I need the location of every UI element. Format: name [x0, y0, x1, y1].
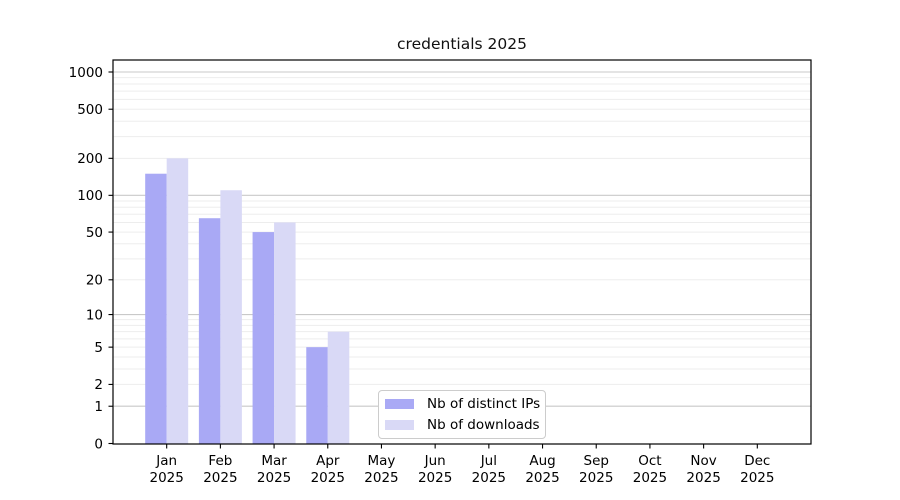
y-tick-label: 1000 — [69, 65, 103, 81]
bar-nb-of-downloads-apr — [327, 331, 350, 444]
bar-nb-of-downloads-mar — [274, 222, 296, 444]
x-tick-label-month: Oct — [638, 453, 661, 469]
x-tick-label-month: Sep — [584, 453, 609, 469]
y-tick-label: 10 — [86, 307, 103, 323]
x-tick-label-year: 2025 — [525, 470, 559, 486]
bar-nb-of-downloads-feb — [220, 190, 242, 444]
y-tick-label: 1 — [94, 399, 103, 415]
x-tick-label-year: 2025 — [150, 470, 184, 486]
y-tick-label: 5 — [94, 340, 103, 356]
y-tick-label: 100 — [77, 188, 103, 204]
x-tick-label-year: 2025 — [364, 470, 398, 486]
x-tick-label-year: 2025 — [740, 470, 774, 486]
bar-nb-of-distinct-ips-apr — [306, 347, 328, 444]
y-tick-label: 500 — [77, 102, 103, 118]
bar-nb-of-distinct-ips-feb — [198, 218, 221, 444]
legend: Nb of distinct IPs Nb of downloads — [378, 390, 546, 439]
x-tick-label-year: 2025 — [686, 470, 720, 486]
x-tick-label-month: Jun — [424, 453, 446, 469]
legend-label-distinct-ips: Nb of distinct IPs — [427, 396, 541, 412]
x-tick-label-year: 2025 — [257, 470, 291, 486]
x-tick-label-month: May — [368, 453, 396, 469]
x-tick-label-month: Aug — [529, 453, 555, 469]
x-tick-label-month: Jul — [480, 453, 497, 469]
legend-swatch-distinct-ips — [385, 399, 414, 409]
y-tick-label: 0 — [94, 436, 103, 452]
x-tick-label-month: Feb — [208, 453, 232, 469]
legend-item-downloads: Nb of downloads — [385, 417, 540, 433]
y-tick-label: 2 — [94, 377, 103, 393]
bar-nb-of-downloads-jan — [166, 158, 189, 445]
y-tick-label: 200 — [77, 151, 103, 167]
chart-title: credentials 2025 — [397, 35, 527, 53]
y-tick-label: 50 — [86, 225, 103, 241]
x-tick-label-month: Apr — [316, 453, 340, 469]
x-tick-label-month: Jan — [155, 453, 177, 469]
legend-label-downloads: Nb of downloads — [427, 417, 540, 433]
x-tick-label-year: 2025 — [311, 470, 345, 486]
plot-border — [112, 59, 812, 445]
legend-swatch-downloads — [385, 420, 414, 430]
x-tick-label-month: Nov — [690, 453, 716, 469]
y-tick-label: 20 — [86, 273, 103, 289]
x-tick-label-year: 2025 — [472, 470, 506, 486]
x-tick-label-year: 2025 — [203, 470, 237, 486]
x-tick-label-year: 2025 — [418, 470, 452, 486]
bar-nb-of-distinct-ips-jan — [145, 173, 167, 445]
legend-item-distinct-ips: Nb of distinct IPs — [385, 396, 541, 412]
bar-nb-of-distinct-ips-mar — [252, 232, 275, 444]
x-tick-label-month: Dec — [744, 453, 770, 469]
x-tick-label-month: Mar — [261, 453, 287, 469]
x-tick-label-year: 2025 — [579, 470, 613, 486]
x-tick-label-year: 2025 — [633, 470, 667, 486]
